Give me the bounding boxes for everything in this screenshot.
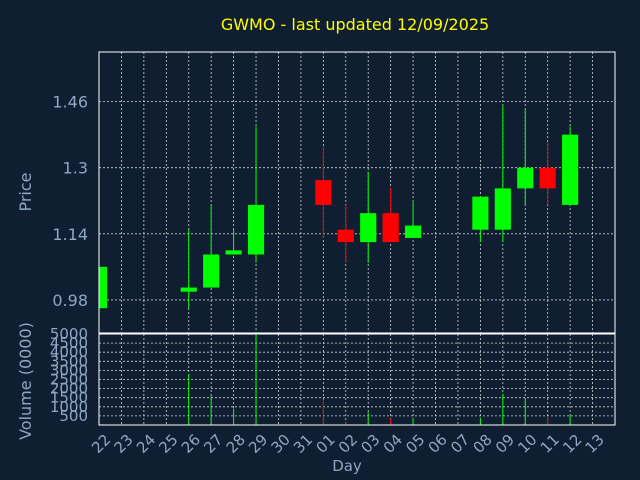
- volume-tick-label: 4500: [50, 334, 88, 352]
- volume-tick-label: 5000: [50, 325, 88, 343]
- candle-body: [99, 266, 108, 309]
- volume-tick-label: 2500: [50, 371, 88, 389]
- volume-tick-label: 4000: [50, 343, 88, 361]
- candle-body: [539, 167, 556, 189]
- candle-body: [382, 213, 399, 243]
- candle-body: [225, 250, 242, 255]
- x-axis-label: Day: [332, 457, 362, 475]
- price-grid: [99, 52, 615, 333]
- candle-body: [405, 225, 422, 238]
- volume-frame: [98, 333, 616, 426]
- candle-body: [360, 213, 377, 243]
- volume-tick-label: 3500: [50, 352, 88, 370]
- price-candles: [98, 105, 579, 309]
- candle-body: [203, 254, 220, 288]
- volume-tick-label: 1000: [50, 398, 88, 416]
- volume-tick-label: 3000: [50, 361, 88, 379]
- candle-body: [494, 188, 511, 230]
- chart-title: GWMO - last updated 12/09/2025: [221, 15, 489, 34]
- price-tick-label: 1.46: [52, 93, 88, 112]
- price-axis-label: Price: [16, 172, 35, 211]
- candle-body: [472, 196, 489, 230]
- candle-body: [562, 134, 579, 205]
- candle-body: [337, 229, 354, 243]
- volume-grid: [99, 333, 615, 425]
- price-tick-label: 1.14: [52, 225, 88, 244]
- volume-tick-label: 2000: [50, 380, 88, 398]
- price-tick-label: 1.3: [63, 159, 88, 178]
- price-panel: 0.98 1.14 1.3 1.46 Price: [16, 51, 616, 334]
- price-tick-label: 0.98: [52, 291, 88, 310]
- price-ticks: 0.98 1.14 1.3 1.46: [52, 93, 88, 310]
- candle-body: [247, 204, 265, 255]
- volume-tick-label: 500: [59, 407, 88, 425]
- volume-bars: [188, 334, 571, 425]
- day-tick-label: 13: [582, 431, 608, 457]
- day-ticks: 2223242526272829303101020304050607080910…: [88, 431, 608, 457]
- price-frame: [98, 51, 616, 334]
- volume-tick-label: 1500: [50, 389, 88, 407]
- candle-body: [315, 180, 332, 205]
- candle-body: [180, 287, 197, 292]
- candle-body: [517, 167, 534, 189]
- volume-axis-label: Volume (0000): [16, 322, 35, 440]
- volume-panel: 500100015002000250030003500400045005000 …: [16, 322, 616, 440]
